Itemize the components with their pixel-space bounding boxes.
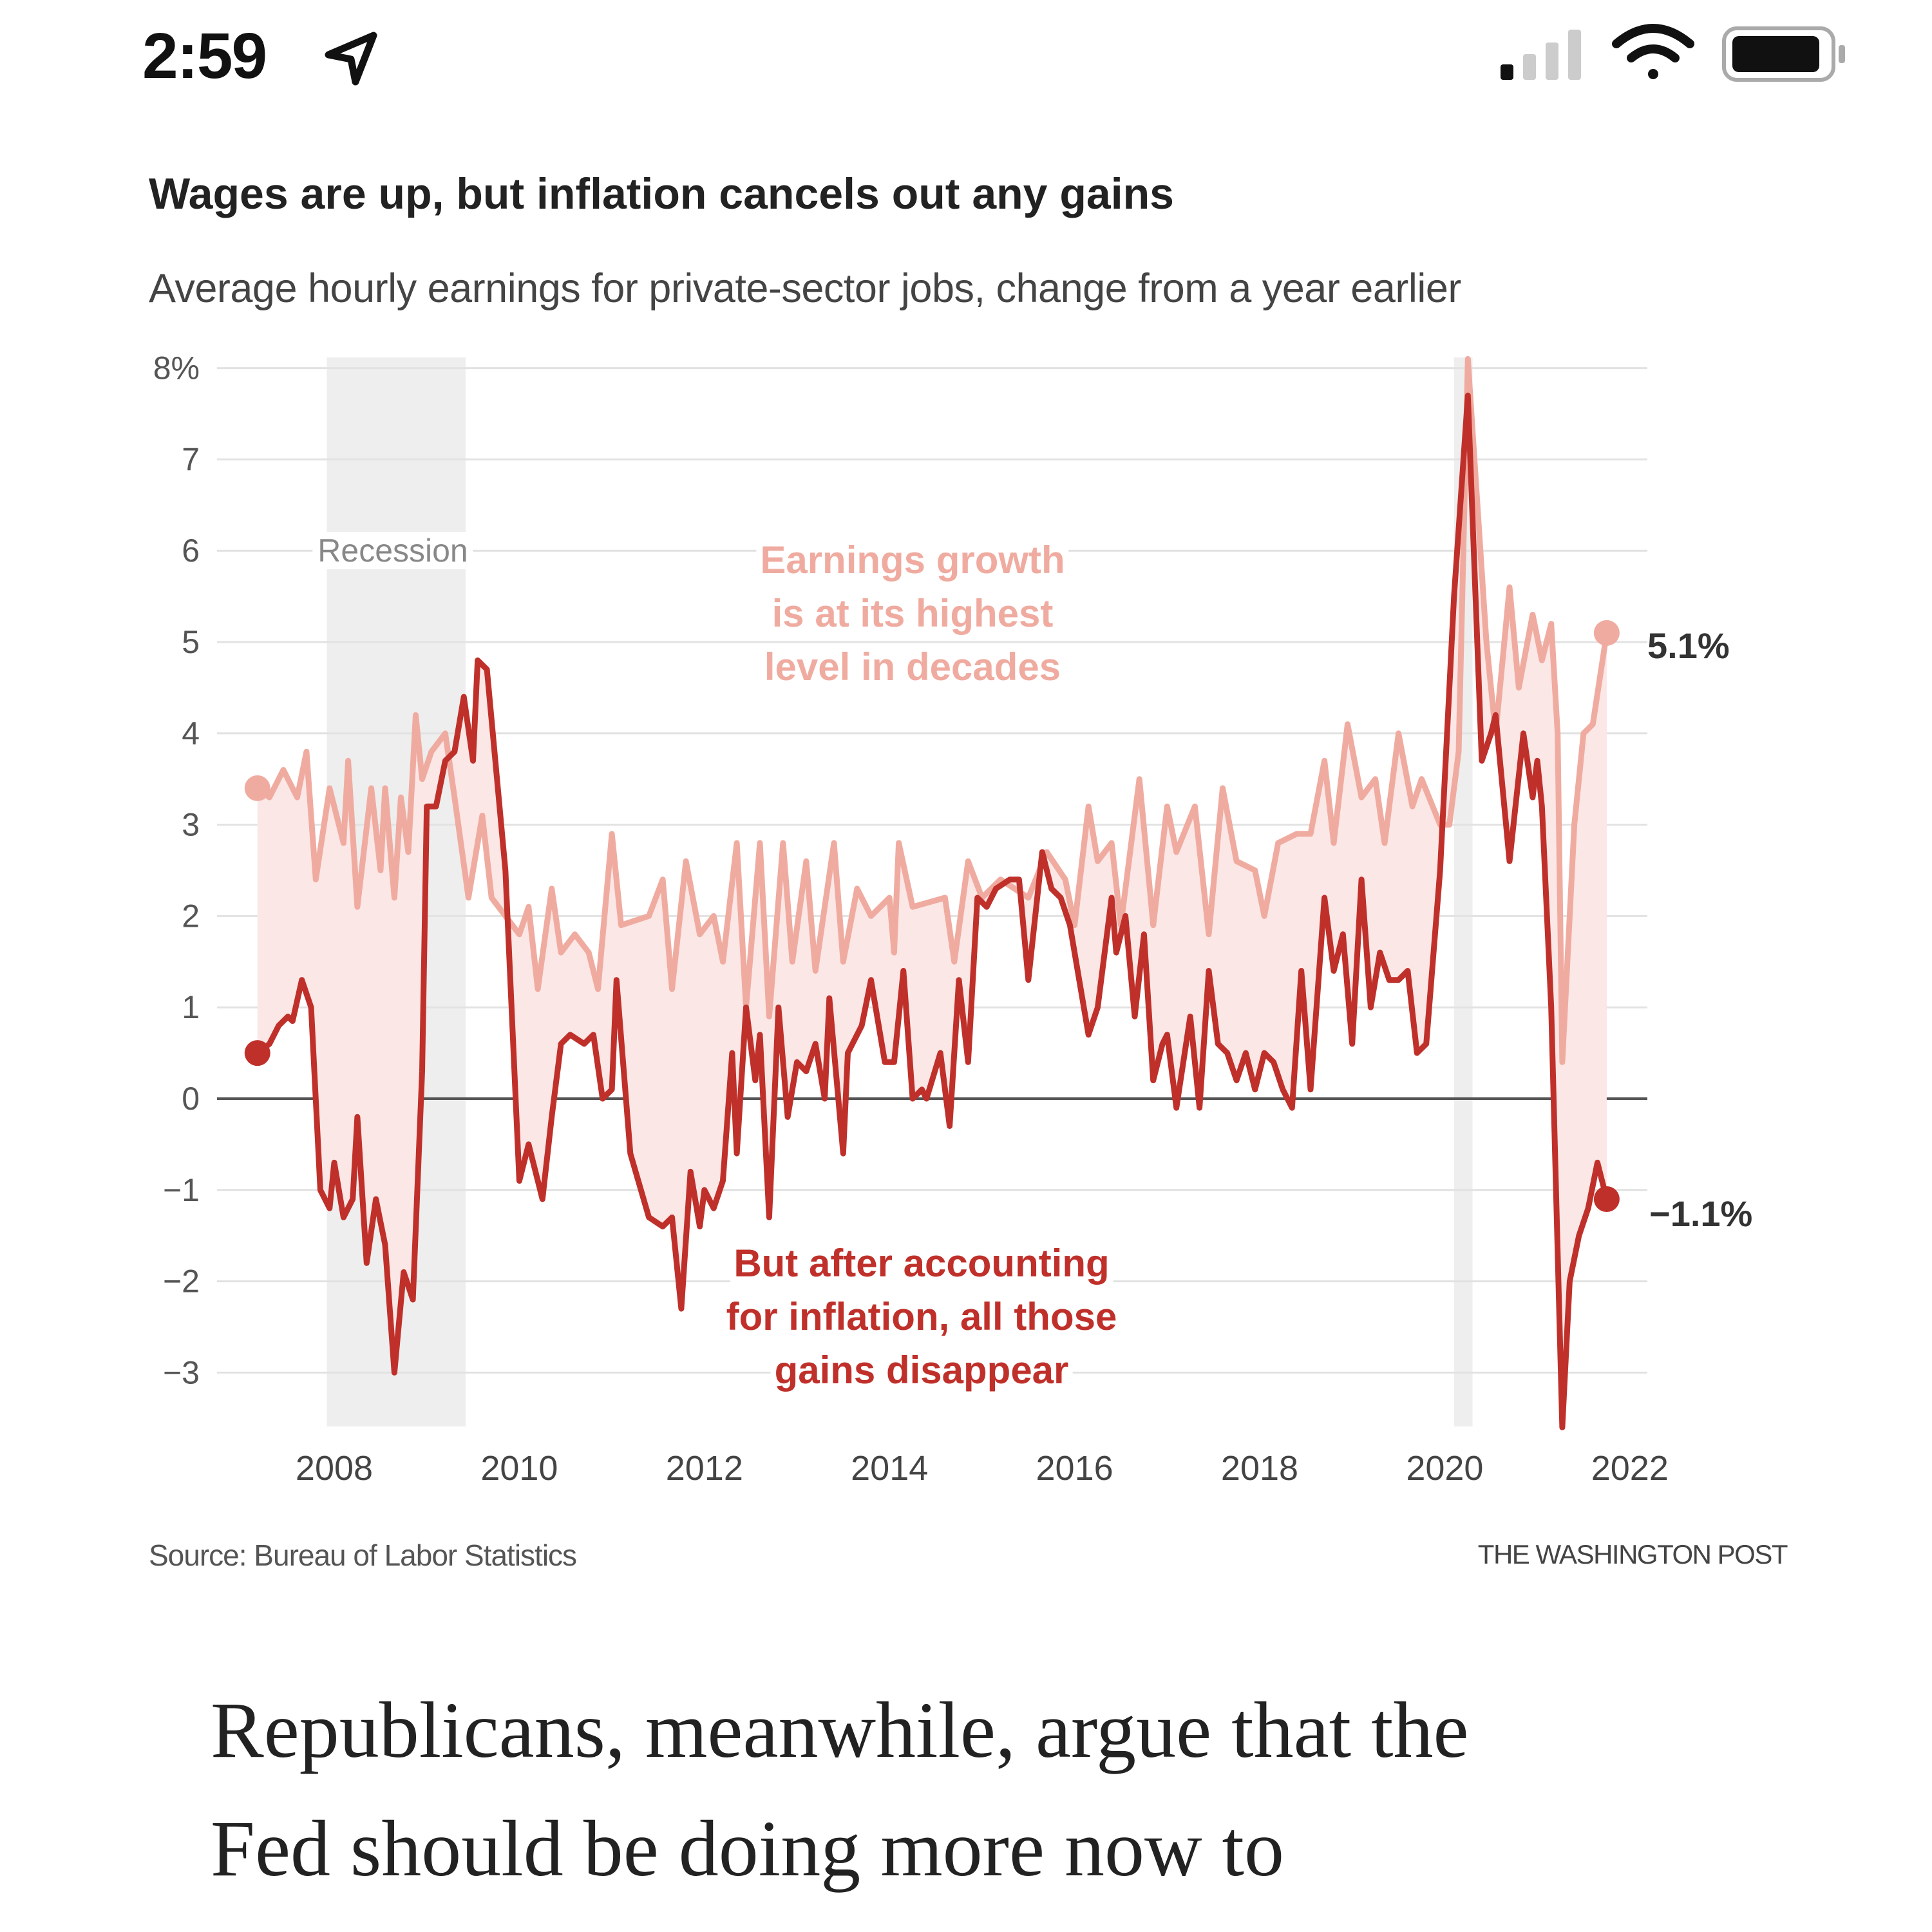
x-tick-label: 2014 xyxy=(851,1449,928,1488)
y-tick-label: −3 xyxy=(163,1354,200,1390)
x-tick-label: 2010 xyxy=(480,1449,558,1488)
recession-label: Recession xyxy=(312,532,473,569)
x-tick-label: 2020 xyxy=(1406,1449,1483,1488)
real-earnings-line xyxy=(255,392,1610,1430)
y-tick-label: 8% xyxy=(153,350,200,386)
annotation-line: But after accounting xyxy=(730,1242,1113,1285)
y-tick-label: 1 xyxy=(182,989,200,1025)
publisher-credit: THE WASHINGTON POST xyxy=(1477,1539,1788,1569)
annotation-line: is at its highest xyxy=(768,592,1057,635)
y-tick-label: 7 xyxy=(182,441,200,477)
nominal-annotation: Earnings growth is at its highest level … xyxy=(756,533,1069,694)
x-tick-label: 2012 xyxy=(666,1449,743,1488)
real-end-point xyxy=(1593,1186,1620,1212)
nominal-earnings-line xyxy=(255,355,1610,1065)
y-tick-label: 4 xyxy=(182,715,200,752)
real-annotation: But after accounting for inflation, all … xyxy=(722,1236,1121,1397)
x-tick-label: 2016 xyxy=(1036,1449,1113,1488)
article-text-line: Fed should be doing more now to xyxy=(211,1804,1284,1893)
y-tick-label: −1 xyxy=(163,1172,200,1208)
status-time: 2:59 xyxy=(142,20,267,92)
y-tick-label: 5 xyxy=(182,624,200,660)
y-tick-label: 2 xyxy=(182,898,200,934)
annotation-line: gains disappear xyxy=(770,1349,1073,1392)
annotation-line: for inflation, all those xyxy=(722,1295,1121,1338)
annotation-line: level in decades xyxy=(760,645,1065,688)
nominal-end-point xyxy=(1593,620,1620,646)
battery-icon xyxy=(1722,26,1845,82)
x-tick-label: 2022 xyxy=(1591,1449,1669,1488)
real-start-point xyxy=(244,1040,270,1066)
y-tick-label: −2 xyxy=(163,1264,200,1300)
article-text-line: Republicans, meanwhile, argue that the xyxy=(211,1686,1469,1774)
cellular-signal-icon xyxy=(1501,30,1581,80)
y-tick-label: 3 xyxy=(182,807,200,843)
y-tick-label: 6 xyxy=(182,533,200,569)
real-end-label: −1.1% xyxy=(1649,1193,1753,1234)
chart-title: Wages are up, but inflation cancels out … xyxy=(149,169,1174,218)
nominal-start-point xyxy=(244,775,270,801)
x-tick-label: 2008 xyxy=(296,1449,373,1488)
status-icons xyxy=(325,24,1845,86)
annotation-line: Earnings growth xyxy=(756,538,1069,582)
wifi-icon xyxy=(1612,24,1694,79)
chart-subtitle: Average hourly earnings for private-sect… xyxy=(149,266,1461,311)
nominal-end-label: 5.1% xyxy=(1647,625,1730,666)
y-tick-label: 0 xyxy=(182,1081,200,1117)
location-arrow-icon xyxy=(325,32,377,86)
x-tick-label: 2018 xyxy=(1221,1449,1298,1488)
chart-source: Source: Bureau of Labor Statistics xyxy=(149,1539,577,1572)
